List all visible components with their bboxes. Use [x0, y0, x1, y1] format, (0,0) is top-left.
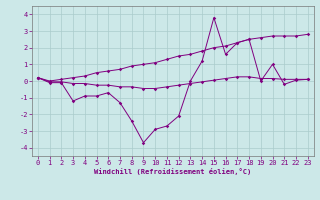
X-axis label: Windchill (Refroidissement éolien,°C): Windchill (Refroidissement éolien,°C)	[94, 168, 252, 175]
